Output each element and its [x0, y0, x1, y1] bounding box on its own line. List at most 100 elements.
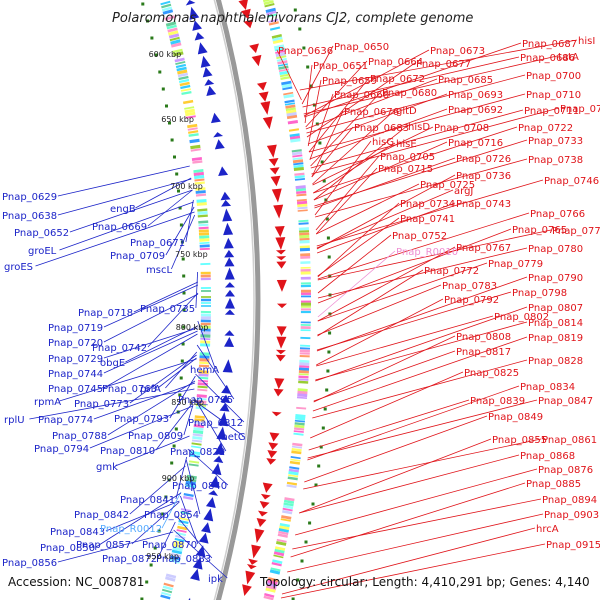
- cog-band-right-mark: [268, 21, 279, 26]
- cog-band-right-mark: [288, 468, 299, 473]
- leader-line-left: [195, 271, 198, 309]
- cog-band-right-mark: [276, 538, 287, 543]
- gene-label-right: Pnap_0839: [470, 396, 525, 407]
- cog-band-right-mark: [294, 424, 305, 429]
- leader-line-right: [317, 269, 424, 337]
- cog-band-left-mark: [179, 81, 190, 87]
- cog-band-left-mark: [175, 534, 186, 540]
- cog-band-left-mark: [181, 90, 192, 96]
- cog-band-right-mark: [290, 458, 301, 462]
- gene-label-left: groEL: [28, 246, 57, 257]
- leader-line-left: [133, 281, 199, 313]
- gene-arrow-left: [220, 191, 231, 201]
- gene-arrow-left: [224, 297, 235, 309]
- cog-band-right-mark: [285, 104, 296, 109]
- gene-label-right: Pnap_0861: [542, 435, 597, 446]
- leader-line-right: [280, 543, 546, 599]
- gc-dot: [170, 461, 174, 465]
- gene-label-right: Pnap_0765: [512, 225, 567, 236]
- leader-line-left: [131, 501, 180, 545]
- cog-band-right-mark: [282, 507, 293, 512]
- cog-band-right-mark: [287, 120, 299, 125]
- leader-line-right: [312, 359, 528, 419]
- gene-arrow-right: [251, 54, 262, 67]
- leader-line-right: [314, 139, 528, 207]
- gc-dot: [308, 521, 312, 525]
- gene-label-left: ipk: [208, 574, 223, 585]
- gc-dot: [161, 87, 165, 91]
- cog-band-right-mark: [282, 86, 293, 91]
- gene-arrow-right: [247, 564, 257, 570]
- cog-band-right-mark: [297, 203, 308, 208]
- kbp-label: 650 kbp: [161, 115, 194, 124]
- gene-label-right: Pnap_0807: [528, 303, 583, 314]
- cog-band-left-mark: [196, 399, 207, 405]
- leader-line-left: [147, 189, 193, 227]
- cog-band-right-mark: [269, 26, 281, 31]
- gene-label-right: Pnap_0659: [322, 76, 377, 87]
- gene-arrow-right: [274, 378, 285, 390]
- cog-band-left-mark: [197, 208, 208, 212]
- cog-band-left-mark: [179, 517, 190, 521]
- cog-band-left-mark: [190, 144, 201, 150]
- gc-dot: [293, 8, 297, 12]
- cog-band-right-mark: [294, 172, 305, 176]
- gene-label-right: Pnap_0685: [438, 75, 493, 86]
- cog-band-left-mark: [172, 48, 183, 54]
- cog-band-left-mark: [194, 418, 205, 422]
- gc-dot: [318, 141, 322, 145]
- cog-band-left-mark: [188, 460, 200, 464]
- leader-line-right: [315, 158, 528, 218]
- leader-line-right: [316, 298, 444, 366]
- cog-band-right-mark: [265, 7, 276, 14]
- gene-label-right: Pnap_0726: [456, 154, 511, 165]
- gene-arrow-right: [268, 158, 279, 167]
- gene-label-left: Pnap_0629: [2, 192, 57, 203]
- cog-band-right-mark: [284, 497, 295, 502]
- leader-line-right: [313, 141, 448, 201]
- gene-arrow-left: [224, 289, 235, 297]
- gene-label-left: Pnap_0794: [34, 444, 89, 455]
- cog-band-left-mark: [198, 364, 210, 368]
- cog-band-right-mark: [293, 166, 304, 172]
- gene-arrow-left: [213, 132, 224, 138]
- gene-label-left: engB: [110, 204, 136, 215]
- cog-band-right-mark: [278, 530, 289, 536]
- gene-arrow-left: [190, 568, 200, 581]
- cog-band-right-mark: [288, 128, 300, 132]
- gene-label-right: Pnap_0766: [530, 209, 585, 220]
- leader-line-right: [302, 56, 520, 108]
- cog-band-left-mark: [161, 3, 172, 9]
- cog-band-right-mark: [267, 577, 279, 583]
- gene-arrow-left: [223, 237, 234, 249]
- gene-arrow-right: [243, 19, 254, 29]
- gene-label-right: hisE: [396, 139, 417, 150]
- cog-band-left-mark: [199, 238, 210, 242]
- gc-dot: [145, 580, 149, 584]
- cog-band-left-mark: [170, 42, 182, 48]
- gc-dot: [182, 308, 186, 312]
- cog-band-left-mark: [173, 543, 184, 549]
- gene-label-left: mscL: [146, 265, 172, 276]
- cog-band-left-mark: [165, 21, 177, 27]
- gene-arrow-right: [276, 256, 287, 261]
- leader-line-left: [57, 165, 190, 197]
- cog-band-right-mark: [289, 133, 300, 138]
- gc-dot: [173, 155, 176, 159]
- gene-label-left: Pnap_0793: [114, 414, 169, 425]
- gene-label-right: Pnap_0733: [528, 136, 583, 147]
- gene-label-right: Pnap_0894: [542, 495, 597, 506]
- gene-arrow-left: [189, 6, 200, 20]
- cog-band-left-mark: [162, 9, 174, 15]
- cog-band-left-mark: [177, 523, 188, 527]
- gene-label-right: Pnap_0790: [528, 273, 583, 284]
- cog-band-right-mark: [297, 388, 308, 392]
- cog-band-left-mark: [192, 433, 203, 437]
- leader-line-left: [171, 214, 196, 270]
- cog-band-left-mark: [199, 361, 210, 365]
- cog-band-right-mark: [294, 419, 305, 423]
- gene-label-right: Pnap_0672: [370, 74, 425, 85]
- leader-line-right: [281, 527, 536, 595]
- cog-band-left-mark: [195, 190, 206, 194]
